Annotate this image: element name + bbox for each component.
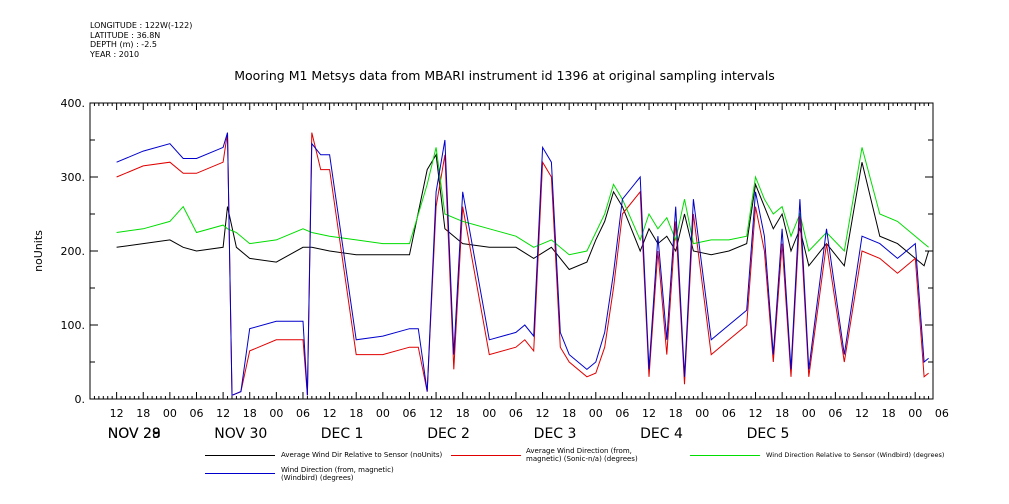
x-day-label: DEC 3 <box>534 426 577 442</box>
x-hour-label: 12 <box>216 407 230 420</box>
legend-line-green <box>690 455 760 456</box>
x-hour-label: 00 <box>269 407 283 420</box>
x-hour-label: 00 <box>376 407 390 420</box>
x-hour-label: 06 <box>509 407 523 420</box>
x-hour-label: 18 <box>349 407 363 420</box>
x-hour-label: 12 <box>536 407 550 420</box>
y-tick-label: 200. <box>61 245 86 258</box>
year-text: YEAR : 2010 <box>90 49 140 59</box>
x-hour-label: 06 <box>722 407 736 420</box>
y-tick-label: 100. <box>61 319 86 332</box>
x-day-label: DEC 5 <box>747 426 790 442</box>
x-hour-label: 06 <box>828 407 842 420</box>
x-hour-label: 00 <box>589 407 603 420</box>
x-day-label: DEC 1 <box>321 426 364 442</box>
x-hour-label: 06 <box>402 407 416 420</box>
y-tick-label: 0. <box>75 393 86 406</box>
x-day-label: DEC 2 <box>427 426 470 442</box>
x-hour-label: 06 <box>935 407 949 420</box>
longitude-text: LONGITUDE : 122W(-122) <box>90 21 193 30</box>
axes-layer <box>89 102 934 400</box>
x-hour-label: 12 <box>855 407 869 420</box>
y-tick-label: 300. <box>61 171 86 184</box>
y-axis-label: noUnits <box>32 230 45 272</box>
metadata-header: LONGITUDE : 122W(-122) LATITUDE : 36.8N … <box>90 21 192 59</box>
legend-label-sonic: Average Wind Direction (from, magnetic) … <box>526 447 638 463</box>
x-hour-label: 00 <box>802 407 816 420</box>
x-hour-label: 12 <box>429 407 443 420</box>
x-hour-label: 18 <box>882 407 896 420</box>
series-line-1 <box>116 132 929 397</box>
legend-label-rel-sensor: Average Wind Dir Relative to Sensor (noU… <box>281 451 443 459</box>
legend-label-windbird-mag: Wind Direction (from, magnetic) (Windbir… <box>281 466 394 482</box>
series-line-3 <box>116 132 929 397</box>
legend-line-black <box>205 455 275 456</box>
series-layer <box>116 132 930 397</box>
x-hour-label: 12 <box>323 407 337 420</box>
x-hour-label: 18 <box>775 407 789 420</box>
legend-line-red <box>451 455 521 456</box>
latitude-text: LATITUDE : 36.8N <box>90 30 161 40</box>
depth-text: DEPTH (m) : -2.5 <box>90 40 157 49</box>
x-hour-label: 18 <box>669 407 683 420</box>
x-hour-label: 12 <box>110 407 124 420</box>
x-day-label: NOV 30 <box>214 426 267 442</box>
series-line-0 <box>116 153 930 271</box>
x-hour-label: 12 <box>642 407 656 420</box>
label-layer: 0. 100. 200. 300. 400. 12 18 00 06 12 18 00 06 12 18 00… <box>32 97 949 442</box>
x-hour-label: 06 <box>296 407 310 420</box>
x-hour-label: 18 <box>456 407 470 420</box>
x-hour-label: 00 <box>482 407 496 420</box>
x-hour-label: 06 <box>189 407 203 420</box>
x-day-label: NOV 28 <box>108 426 161 442</box>
x-day-label: NOV 29 <box>108 426 161 442</box>
x-hour-label: 00 <box>908 407 922 420</box>
x-hour-label: 18 <box>243 407 257 420</box>
plot-frame <box>89 102 934 400</box>
x-hour-label: 18 <box>136 407 150 420</box>
x-hour-label: 00 <box>163 407 177 420</box>
x-hour-label: 12 <box>749 407 763 420</box>
x-day-label: DEC 4 <box>640 426 683 442</box>
x-hour-label: 06 <box>615 407 629 420</box>
y-tick-label: 400. <box>61 97 86 110</box>
legend-line-blue <box>205 473 275 474</box>
chart-title: Mooring M1 Metsys data from MBARI instru… <box>234 68 775 83</box>
legend-label-windbird-rel: Wind Direction Relative to Sensor (Windb… <box>766 451 945 459</box>
x-hour-label: 18 <box>562 407 576 420</box>
x-hour-label: 00 <box>695 407 709 420</box>
series-line-2 <box>116 147 929 256</box>
